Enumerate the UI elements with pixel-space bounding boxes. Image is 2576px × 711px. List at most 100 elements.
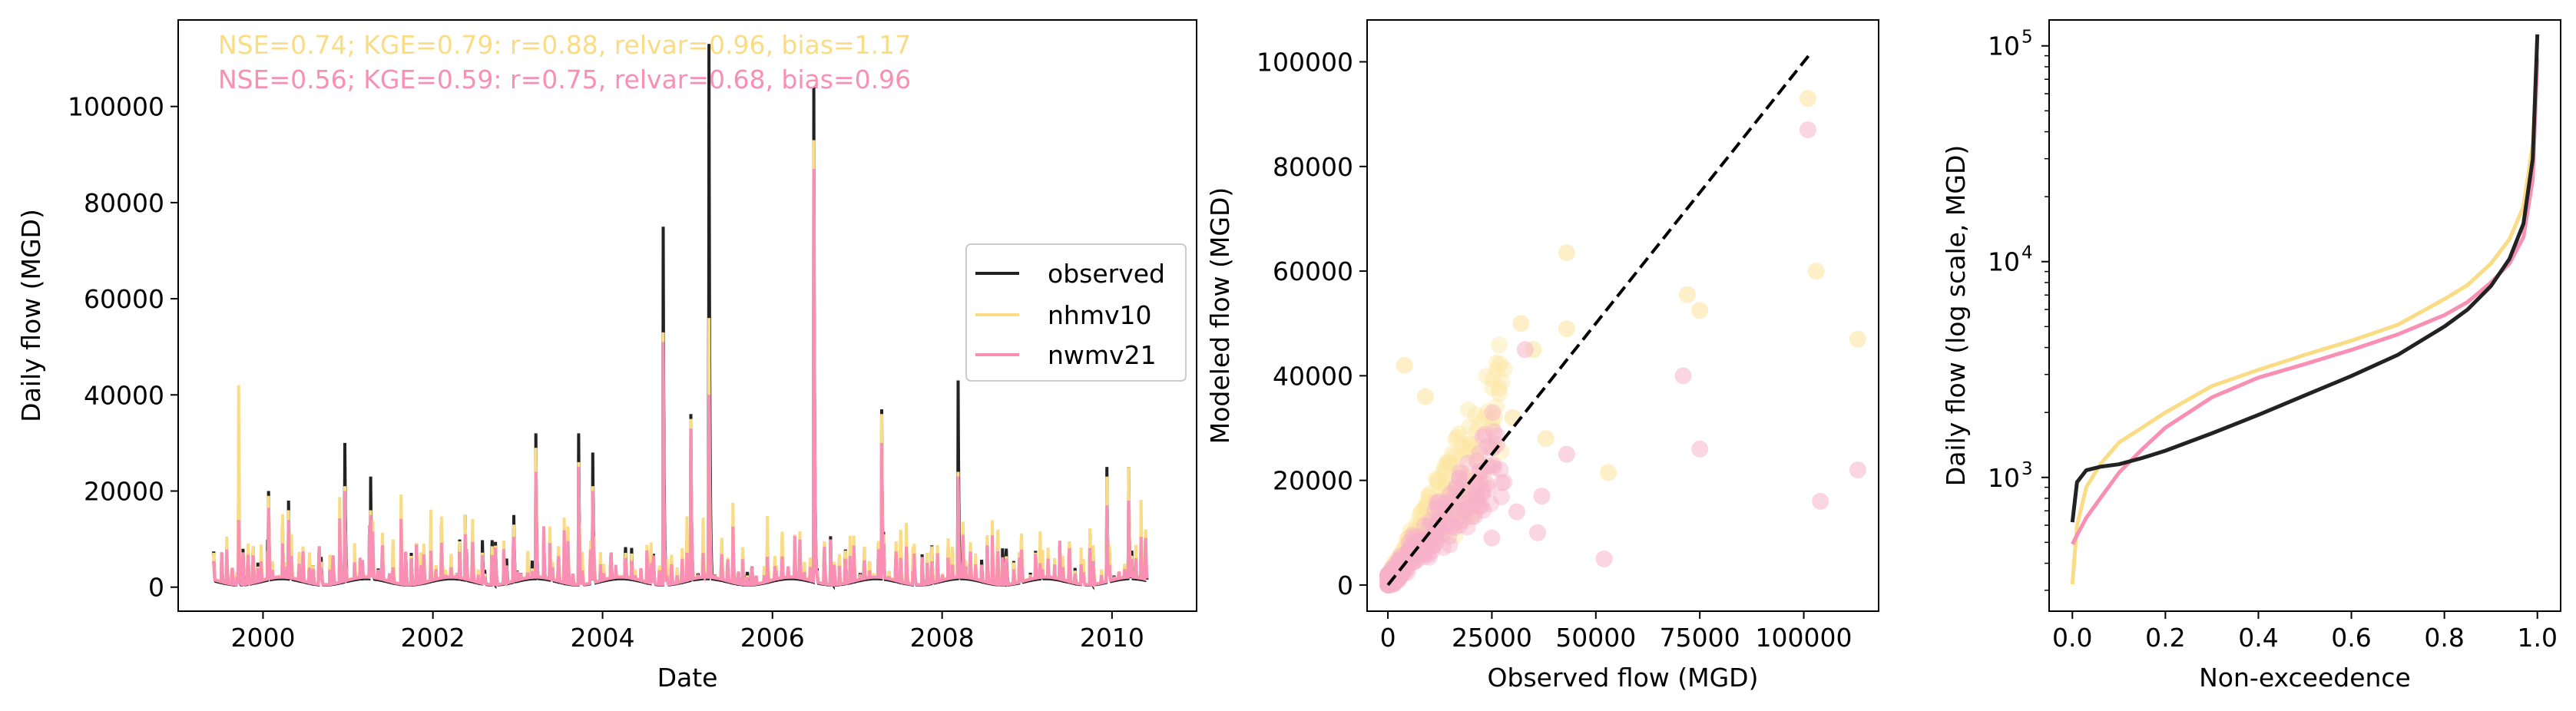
- nwmv21-point: [1429, 523, 1446, 541]
- nwmv21-point: [1452, 494, 1470, 512]
- nwmv21-point: [1443, 492, 1461, 510]
- nhmv10-point: [1465, 505, 1483, 523]
- x-tick-label: 0.6: [2331, 623, 2371, 653]
- nhmv10-point: [1412, 503, 1430, 521]
- nwmv21-point: [1485, 456, 1502, 474]
- nwmv21-point: [1468, 452, 1486, 470]
- nhmv10-point: [1461, 418, 1478, 435]
- nhmv10-point: [1537, 430, 1555, 448]
- nhmv10-point: [1484, 371, 1502, 389]
- x-tick-label: 1.0: [2517, 623, 2557, 653]
- nwmv21-point: [1799, 121, 1816, 139]
- nwmv21-fdc-line: [2071, 58, 2540, 545]
- scatter-x-axis-label: Observed flow (MGD): [1488, 663, 1759, 693]
- nhmv10-point: [1432, 524, 1449, 542]
- nwmv21-point: [1457, 501, 1475, 519]
- x-tick-label: 2002: [401, 623, 465, 653]
- y-tick-label: 40000: [1273, 361, 1353, 391]
- x-tick-label: 75000: [1660, 623, 1740, 653]
- scatter-panel: 0 25000 50000 75000 100000 0 20000 40000 60000 80…: [1205, 19, 1879, 693]
- scatter-y-axis-label: Modeled flow (MGD): [1205, 187, 1235, 444]
- y-tick-label: 100000: [1257, 48, 1353, 78]
- nwmv21-metrics-annotation: NSE=0.56; KGE=0.59: r=0.75, relvar=0.68,…: [218, 64, 911, 94]
- nwmv21-point: [1446, 497, 1464, 514]
- nhmv10-point: [1459, 401, 1477, 418]
- nwmv21-point: [1485, 459, 1503, 477]
- timeseries-lines: [211, 44, 1149, 590]
- nhmv10-point: [1429, 471, 1447, 489]
- x-tick-label: 0: [1380, 623, 1396, 653]
- nhmv10-point: [1512, 315, 1530, 332]
- nwmv21-point: [1478, 438, 1496, 455]
- nwmv21-point: [1595, 550, 1613, 567]
- nwmv21-point: [1533, 488, 1551, 505]
- nwmv21-point: [1429, 518, 1446, 536]
- timeseries-y-axis-label: Daily flow (MGD): [16, 209, 46, 422]
- nhmv10-point: [1429, 518, 1447, 535]
- y-tick-label: 20000: [84, 476, 164, 506]
- y-tick-label: 0: [1337, 570, 1353, 600]
- scatter-ticks: 0 25000 50000 75000 100000 0 20000 40000 60000 80…: [1257, 48, 1853, 653]
- y-tick-label: 100000: [68, 92, 164, 122]
- nwmv21-point: [1508, 503, 1525, 521]
- nwmv21-point: [1495, 473, 1513, 491]
- nwmv21-point: [1482, 494, 1499, 512]
- nwmv21-point: [1468, 493, 1486, 511]
- x-tick-label: 2004: [571, 623, 635, 653]
- nhmv10-point: [1490, 336, 1508, 354]
- nwmv21-point: [1492, 488, 1510, 506]
- nhmv10-point: [1450, 425, 1468, 442]
- nwmv21-point: [1459, 455, 1476, 472]
- nhmv10-point: [1442, 483, 1460, 501]
- nwmv21-point: [1674, 367, 1692, 385]
- nwmv21-point: [1415, 517, 1433, 534]
- nwmv21-point: [1447, 478, 1465, 495]
- nhmv10-point: [1490, 379, 1508, 397]
- y-tick-label: 60000: [84, 284, 164, 314]
- nwmv21-point: [1488, 435, 1506, 453]
- legend-box: [965, 243, 1187, 382]
- nhmv10-point: [1479, 403, 1497, 421]
- y-tick-label: 80000: [84, 188, 164, 218]
- nhmv10-point: [1451, 483, 1468, 501]
- nhmv10-point: [1465, 501, 1483, 519]
- nhmv10-point: [1422, 484, 1439, 502]
- fdc-axes-frame: [2048, 19, 2561, 612]
- nhmv10-point: [1468, 494, 1486, 511]
- nwmv21-point: [1431, 518, 1449, 535]
- nhmv10-point: [1447, 431, 1465, 448]
- nhmv10-point: [1492, 356, 1509, 373]
- nhmv10-point: [1849, 330, 1866, 348]
- y-tick-label: 20000: [1273, 466, 1353, 496]
- nhmv10-point: [1410, 517, 1428, 534]
- timeseries-axes-frame: [177, 19, 1197, 612]
- nhmv10-point: [1454, 465, 1472, 482]
- x-tick-label: 100000: [1756, 623, 1853, 653]
- nwmv21-point: [1483, 529, 1501, 547]
- nwmv21-point: [1404, 527, 1422, 544]
- y-tick-label: 40000: [84, 380, 164, 410]
- nhmv10-point: [1462, 435, 1480, 452]
- nwmv21-point: [1492, 461, 1509, 478]
- nwmv21-point: [1475, 461, 1492, 479]
- nwmv21-point: [1471, 498, 1488, 515]
- nwmv21-point: [1488, 428, 1506, 445]
- x-tick-label: 0.8: [2424, 623, 2464, 653]
- nwmv21-point: [1529, 524, 1546, 541]
- nhmv10-point: [1457, 503, 1475, 521]
- nwmv21-point: [1466, 477, 1484, 494]
- nwmv21-point: [1451, 469, 1468, 487]
- nwmv21-point: [1450, 469, 1468, 487]
- nwmv21-point: [1452, 463, 1469, 481]
- y-tick-label: 10: [1988, 463, 2020, 493]
- y-tick-exponent: 3: [2021, 459, 2033, 479]
- nhmv10-point: [1467, 448, 1485, 465]
- y-tick-exponent: 5: [2021, 28, 2033, 48]
- nwmv21-point: [1812, 492, 1829, 510]
- nhmv10-point: [1416, 388, 1434, 405]
- nhmv10-point: [1470, 415, 1488, 432]
- nhmv10-point: [1488, 362, 1505, 379]
